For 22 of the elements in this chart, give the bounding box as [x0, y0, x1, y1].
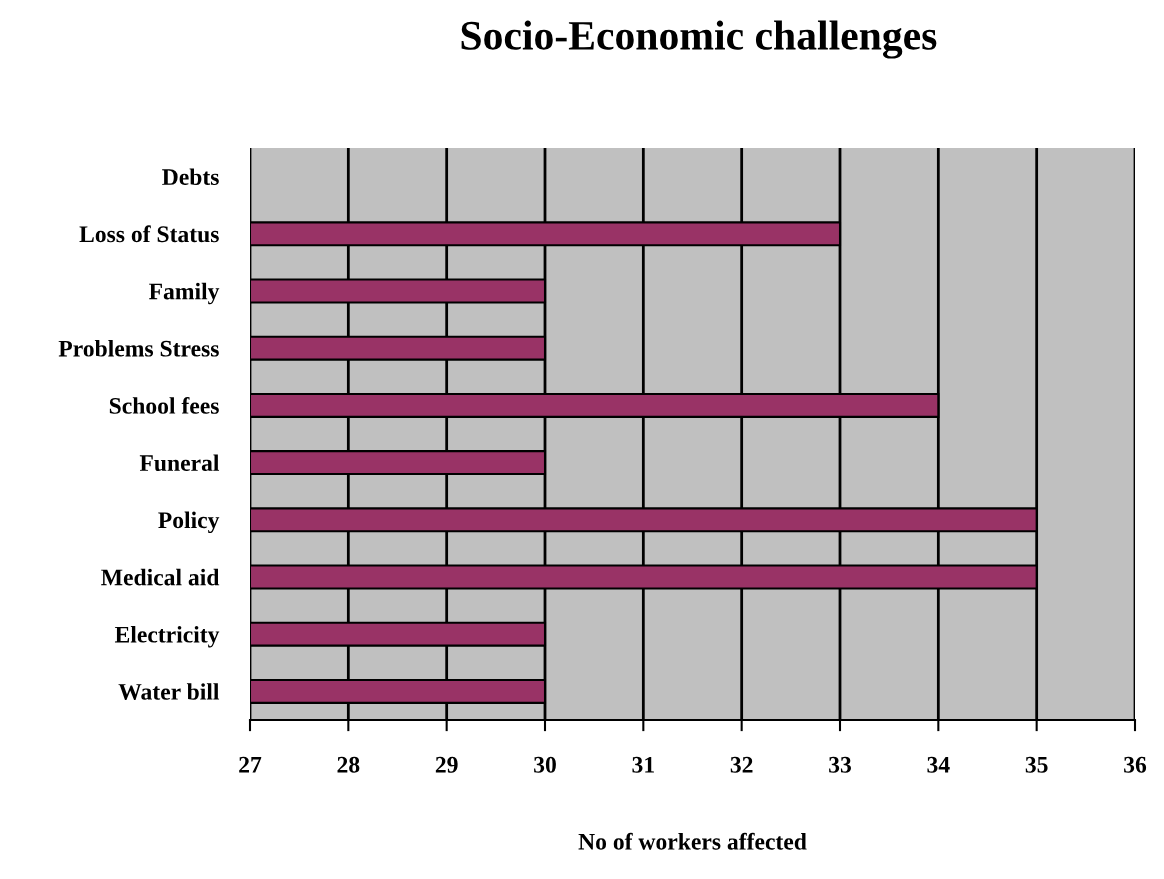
x-tick-label: 29 [435, 756, 458, 773]
y-tick-label: Family [149, 282, 220, 305]
y-tick-label: Policy [158, 511, 220, 534]
y-tick-label: School fees [109, 396, 219, 414]
chart-title: Socio-Economic challenges [461, 20, 937, 59]
y-tick-label: Loss of Status [79, 225, 219, 243]
y-tick-label: Water bill [118, 683, 220, 700]
y-tick-label: Funeral [139, 454, 220, 472]
x-tick-label: 31 [632, 756, 654, 773]
y-tick-label: Problems Stress [58, 340, 219, 357]
x-tick-label: 34 [927, 756, 950, 773]
y-tick-label: Electricity [114, 626, 220, 648]
x-tick-label: 27 [239, 756, 262, 773]
x-tick-label: 28 [337, 756, 360, 773]
x-tick-label: 33 [829, 756, 851, 773]
x-tick-label: 36 [1124, 756, 1147, 773]
x-tick-label: 32 [730, 756, 753, 773]
y-tick-label: Medical aid [101, 568, 220, 586]
x-tick-label: 35 [1025, 756, 1048, 773]
y-tick-label: Debts [162, 168, 219, 186]
x-tick-label: 30 [534, 756, 556, 773]
x-axis-title: No of workers affected [578, 832, 807, 850]
